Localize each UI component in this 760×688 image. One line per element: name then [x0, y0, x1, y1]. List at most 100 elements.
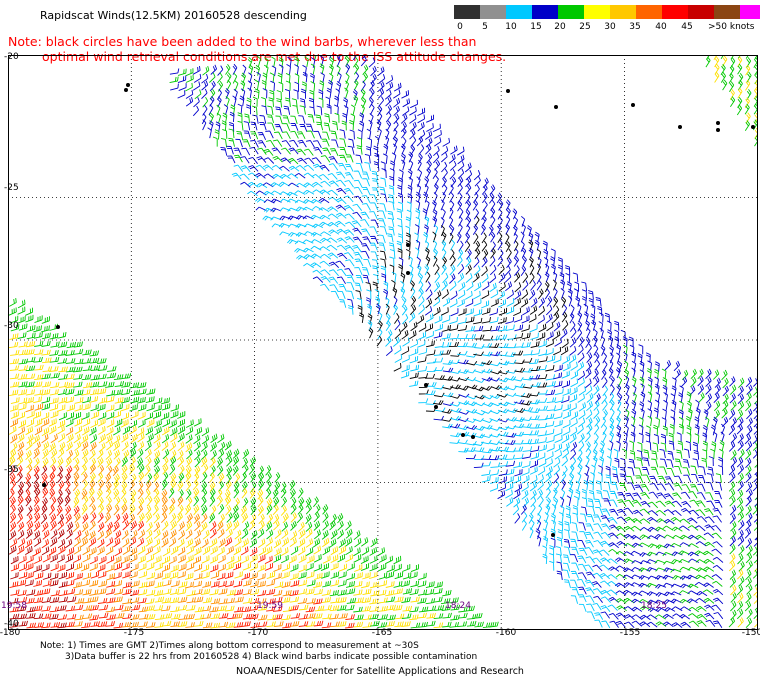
colorbar-label: 15 — [530, 22, 542, 32]
wind-barb — [506, 289, 514, 300]
wind-barb — [209, 521, 217, 532]
wind-barb — [217, 546, 225, 556]
wind-barb — [209, 528, 217, 539]
wind-barb — [609, 399, 615, 411]
wind-barb — [418, 323, 427, 332]
wind-barb — [258, 546, 267, 556]
wind-barb — [243, 121, 251, 131]
wind-barb — [608, 335, 614, 347]
wind-barb — [274, 472, 281, 483]
wind-barb — [129, 419, 138, 429]
wind-barb — [296, 131, 306, 140]
wind-barb — [434, 407, 446, 412]
wind-barb — [465, 605, 475, 612]
wind-barb — [229, 111, 235, 123]
wind-barb — [273, 589, 283, 597]
wind-barb — [298, 604, 309, 611]
wind-barb — [353, 95, 359, 107]
wind-barb — [169, 456, 177, 467]
wind-barb — [449, 160, 457, 171]
wind-barb — [296, 255, 308, 260]
wind-barb — [267, 105, 274, 115]
wind-barb — [234, 606, 244, 613]
wind-barb — [497, 325, 508, 332]
wind-barb — [305, 547, 314, 557]
wind-barb — [450, 308, 459, 317]
wind-barb — [25, 473, 32, 484]
wind-barb — [271, 164, 283, 171]
wind-barb — [65, 373, 75, 380]
wind-barb — [543, 248, 549, 260]
wind-barb — [593, 328, 598, 340]
wind-barb — [456, 146, 465, 156]
wind-barb — [577, 539, 586, 548]
wind-barb — [418, 304, 425, 315]
wind-barb — [223, 104, 229, 116]
wind-barb — [18, 349, 29, 356]
wind-barb — [210, 613, 221, 620]
wind-barb — [536, 513, 542, 525]
wind-barb — [327, 189, 338, 196]
wind-barb — [433, 581, 443, 589]
wind-barb — [82, 418, 91, 427]
wind-barb — [481, 455, 492, 460]
wind-barb — [505, 316, 515, 325]
wind-barb — [138, 512, 145, 524]
wind-barb — [671, 400, 677, 411]
wind-barb — [130, 520, 138, 531]
wind-barb — [240, 546, 249, 556]
wind-barb — [389, 175, 395, 186]
wind-barb — [409, 330, 417, 340]
wind-barb — [220, 146, 228, 156]
wind-barb — [377, 547, 386, 557]
wind-barb — [106, 366, 117, 372]
wind-barb — [225, 480, 232, 491]
wind-barb — [458, 393, 470, 398]
wind-barb — [622, 551, 634, 556]
wind-barb — [334, 112, 340, 123]
wind-barb — [466, 360, 478, 366]
wind-barb — [646, 614, 658, 620]
wind-barb — [378, 320, 383, 332]
wind-barb — [426, 367, 437, 373]
wind-barb — [241, 538, 249, 548]
wind-barb — [295, 223, 307, 229]
wind-barb — [394, 319, 401, 331]
wind-barb — [621, 448, 627, 459]
wind-barb — [704, 604, 715, 611]
wind-barb — [730, 584, 737, 596]
wind-barb — [301, 88, 306, 99]
wind-barb — [225, 64, 231, 75]
wind-barb — [310, 253, 322, 259]
wind-barb — [472, 224, 478, 236]
wind-barb — [610, 375, 615, 387]
wind-barb — [17, 596, 28, 603]
wind-barb — [145, 598, 155, 605]
wind-barb — [369, 547, 378, 556]
wind-barb — [285, 80, 291, 91]
wind-barb — [562, 411, 571, 420]
wind-barb — [440, 217, 445, 228]
wind-barb — [73, 341, 83, 348]
wind-barb — [563, 579, 571, 589]
wind-barb — [236, 130, 244, 140]
wind-barb — [305, 123, 314, 132]
wind-barb — [442, 612, 452, 619]
wind-barb — [581, 488, 587, 500]
wind-barb — [106, 465, 113, 477]
wind-barb — [543, 257, 549, 268]
wind-barb — [122, 571, 131, 579]
wind-barb — [624, 401, 630, 413]
wind-barb — [345, 614, 355, 620]
wind-barb — [262, 164, 274, 171]
wind-barb — [25, 529, 33, 539]
wind-barb — [327, 172, 338, 180]
wind-barb — [41, 403, 51, 411]
wind-barb — [425, 255, 431, 267]
wind-barb — [82, 382, 93, 389]
wind-barb — [426, 167, 431, 179]
wind-barb — [711, 548, 722, 555]
wind-barb — [344, 87, 349, 99]
wind-barb — [50, 520, 57, 531]
wind-barb — [402, 337, 410, 347]
